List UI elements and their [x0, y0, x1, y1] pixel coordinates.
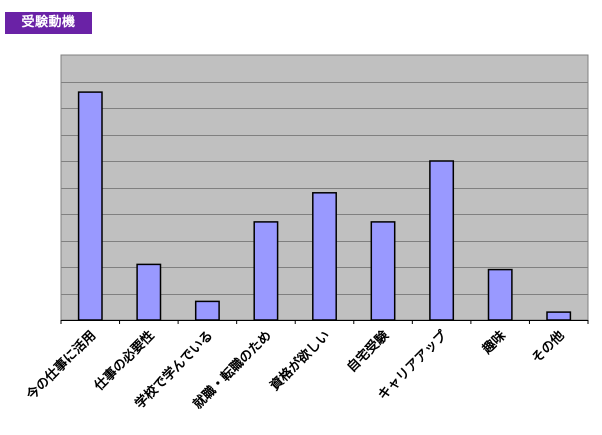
x-tick-label-1: 今の仕事に活用: [23, 328, 99, 404]
bar-4: [253, 221, 279, 321]
bar-3: [194, 300, 220, 321]
bar-2: [136, 263, 162, 321]
bar-5: [312, 192, 337, 321]
bars: [77, 91, 572, 321]
bar-9: [546, 311, 572, 321]
x-tick-label-8: 趣味: [479, 328, 509, 358]
x-tick-label-2: 仕事の必要性: [90, 328, 157, 395]
x-tick-marks: [60, 320, 589, 324]
bar-8: [487, 268, 513, 321]
x-tick-label-5: 資格が欲しい: [267, 328, 333, 394]
bar-1: [77, 91, 103, 321]
bar-7: [429, 160, 455, 321]
x-tick-label-9: その他: [529, 328, 568, 367]
x-tick-label-6: 自宅受験: [344, 327, 393, 376]
bar-6: [370, 221, 396, 321]
chart-title-badge: 受験動機: [5, 12, 92, 34]
